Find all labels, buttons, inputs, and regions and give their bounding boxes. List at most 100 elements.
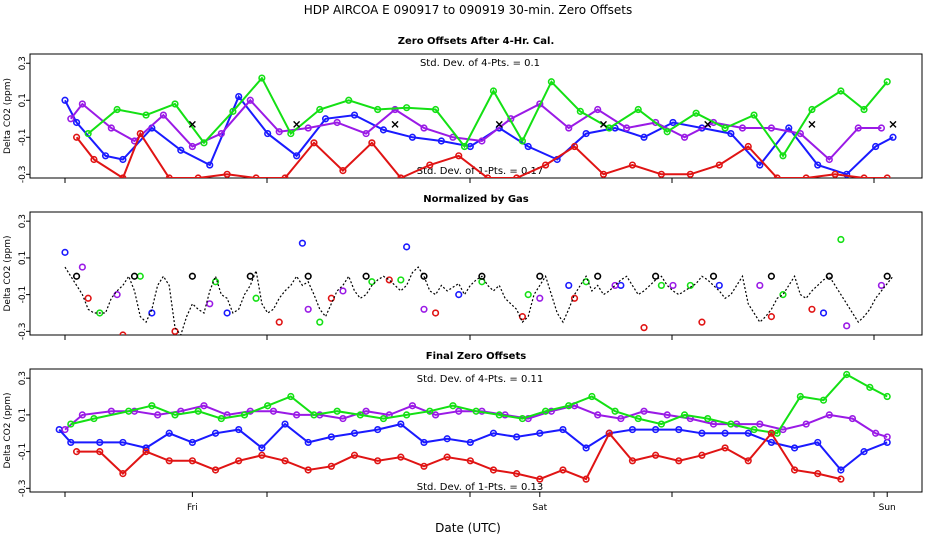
point-gas4 bbox=[455, 152, 463, 160]
point-gas1 bbox=[96, 438, 104, 447]
point-gas1 bbox=[119, 155, 127, 164]
point-gas4 bbox=[443, 453, 451, 461]
point-gas1 bbox=[698, 429, 706, 437]
point-gas3 bbox=[287, 129, 295, 138]
point-gas3 bbox=[692, 109, 700, 117]
point-gas4 bbox=[605, 429, 613, 437]
point-gas1 bbox=[403, 243, 411, 251]
point-cross bbox=[709, 272, 718, 280]
point-gas3 bbox=[403, 104, 411, 112]
panel-3: Final Zero Offsets -0.3 -0.1 0.1 0.3 Delta CO… bbox=[3, 351, 923, 513]
point-gas4 bbox=[640, 324, 648, 332]
point-gas2 bbox=[269, 407, 278, 415]
point-gas3 bbox=[576, 107, 584, 115]
point-gas2 bbox=[565, 124, 573, 132]
point-gas3 bbox=[84, 129, 92, 138]
point-gas1 bbox=[437, 137, 445, 145]
point-gas4 bbox=[223, 170, 231, 178]
point-gas3 bbox=[217, 414, 225, 423]
point-gas1 bbox=[374, 425, 382, 434]
point-gas1 bbox=[165, 429, 173, 437]
y-tick-label: 0.3 bbox=[18, 56, 28, 70]
point-gas3 bbox=[808, 105, 816, 114]
point-gas3 bbox=[866, 383, 874, 391]
point-cross bbox=[293, 120, 301, 128]
point-gas1 bbox=[304, 438, 312, 447]
point-gas3 bbox=[142, 111, 150, 119]
y-axis-label: Delta CO2 (ppm) bbox=[3, 392, 13, 468]
point-gas3 bbox=[704, 414, 712, 423]
point-cross bbox=[420, 272, 428, 280]
plot-frame bbox=[29, 211, 923, 336]
point-cross bbox=[188, 120, 196, 128]
point-gas3 bbox=[426, 407, 434, 415]
point-gas1 bbox=[582, 129, 590, 138]
point-gas2 bbox=[333, 118, 341, 127]
point-gas4 bbox=[211, 466, 220, 474]
point-gas2 bbox=[663, 411, 671, 419]
point-gas1 bbox=[61, 248, 69, 256]
point-gas4 bbox=[599, 170, 608, 178]
point-gas4 bbox=[657, 170, 665, 178]
x-tick-label: Sun bbox=[879, 503, 896, 513]
point-cross bbox=[883, 272, 891, 280]
point-gas2 bbox=[669, 281, 677, 290]
y-tick-label: -0.3 bbox=[18, 323, 28, 341]
point-gas4 bbox=[374, 457, 382, 465]
series-line-gas4 bbox=[76, 431, 842, 481]
point-gas4 bbox=[860, 174, 868, 178]
plot-frame bbox=[29, 368, 923, 493]
x-tick-label: Fri bbox=[187, 503, 198, 513]
point-gas3 bbox=[252, 294, 260, 302]
point-gas1 bbox=[837, 466, 845, 474]
point-gas3 bbox=[657, 281, 665, 290]
point-gas2 bbox=[854, 124, 862, 132]
point-gas1 bbox=[119, 438, 127, 447]
y-axis-label: Delta CO2 (ppm) bbox=[3, 78, 13, 154]
point-gas4 bbox=[686, 170, 694, 178]
point-gas1 bbox=[536, 429, 544, 437]
point-gas3 bbox=[779, 291, 787, 299]
point-gas2 bbox=[767, 124, 776, 132]
point-gas2 bbox=[408, 402, 417, 410]
point-gas3 bbox=[287, 392, 295, 401]
x-tick-label: Sat bbox=[532, 503, 547, 513]
point-gas2 bbox=[200, 402, 208, 410]
series-line-gas3 bbox=[70, 373, 888, 435]
point-gas4 bbox=[350, 451, 359, 459]
point-gas4 bbox=[368, 139, 376, 147]
point-gas3 bbox=[240, 411, 249, 419]
point-gas2 bbox=[304, 124, 312, 132]
point-gas3 bbox=[229, 107, 237, 115]
point-cross bbox=[362, 272, 370, 280]
point-gas2 bbox=[362, 407, 370, 415]
point-gas2 bbox=[275, 128, 283, 136]
point-gas1 bbox=[148, 309, 156, 317]
point-cross bbox=[825, 272, 833, 280]
point-gas1 bbox=[408, 133, 417, 141]
y-tick-label: -0.3 bbox=[18, 166, 28, 184]
point-gas1 bbox=[281, 420, 289, 428]
point-gas4 bbox=[484, 174, 492, 178]
point-gas2 bbox=[594, 105, 602, 114]
point-gas2 bbox=[154, 411, 162, 419]
point-gas4 bbox=[541, 161, 550, 169]
point-gas3 bbox=[431, 105, 440, 114]
point-gas3 bbox=[148, 402, 156, 410]
y-tick-label: 0.1 bbox=[18, 251, 28, 265]
point-gas1 bbox=[455, 291, 463, 299]
y-tick-label: -0.1 bbox=[18, 129, 28, 147]
point-gas3 bbox=[472, 407, 480, 415]
point-gas4 bbox=[165, 174, 173, 178]
point-gas4 bbox=[119, 470, 127, 478]
point-gas1 bbox=[397, 420, 405, 428]
point-gas4 bbox=[767, 429, 776, 437]
point-gas3 bbox=[663, 128, 671, 136]
point-gas4 bbox=[96, 448, 104, 456]
point-gas4 bbox=[431, 309, 440, 317]
point-gas3 bbox=[310, 411, 318, 419]
point-gas4 bbox=[339, 166, 347, 175]
point-gas3 bbox=[565, 402, 573, 410]
point-cross bbox=[704, 120, 712, 128]
point-cross bbox=[594, 272, 602, 280]
